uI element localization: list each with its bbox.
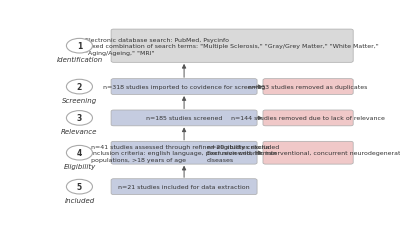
Circle shape	[66, 39, 92, 54]
Text: Electronic database search: PubMed, Psycinfo
Mixed combination of search terms: : Electronic database search: PubMed, Psyc…	[85, 38, 379, 55]
Text: n=185 studies screened: n=185 studies screened	[146, 116, 222, 121]
Text: n=21 studies included for data extraction: n=21 studies included for data extractio…	[118, 184, 250, 189]
Text: Eligibility: Eligibility	[63, 163, 96, 169]
FancyBboxPatch shape	[111, 110, 257, 126]
FancyBboxPatch shape	[263, 79, 353, 95]
FancyBboxPatch shape	[111, 142, 257, 164]
Text: Screening: Screening	[62, 98, 97, 104]
FancyBboxPatch shape	[263, 110, 353, 126]
Text: n=144 studies removed due to lack of relevance: n=144 studies removed due to lack of rel…	[231, 116, 385, 121]
FancyBboxPatch shape	[111, 179, 257, 195]
Text: Relevance: Relevance	[61, 129, 98, 135]
Circle shape	[66, 111, 92, 126]
Text: 3: 3	[77, 114, 82, 123]
Text: Identification: Identification	[56, 57, 102, 63]
Text: 2: 2	[77, 83, 82, 92]
Text: 5: 5	[77, 182, 82, 191]
Text: n=41 studies assessed through refined eligibility criteria
Inclusion criteria: e: n=41 studies assessed through refined el…	[91, 144, 277, 162]
Text: Included: Included	[64, 197, 94, 203]
Text: n=318 studies imported to covidence for screening: n=318 studies imported to covidence for …	[103, 85, 265, 90]
Text: n=133 studies removed as duplicates: n=133 studies removed as duplicates	[248, 85, 368, 90]
Circle shape	[66, 146, 92, 160]
FancyBboxPatch shape	[263, 142, 353, 164]
Text: 4: 4	[77, 148, 82, 157]
Circle shape	[66, 80, 92, 94]
Text: n=20 studies excluded
Exclusion criteria: interventional, concurrent neurodegene: n=20 studies excluded Exclusion criteria…	[207, 144, 400, 162]
Text: 1: 1	[77, 42, 82, 51]
FancyBboxPatch shape	[111, 79, 257, 95]
FancyBboxPatch shape	[111, 30, 353, 63]
Circle shape	[66, 180, 92, 194]
